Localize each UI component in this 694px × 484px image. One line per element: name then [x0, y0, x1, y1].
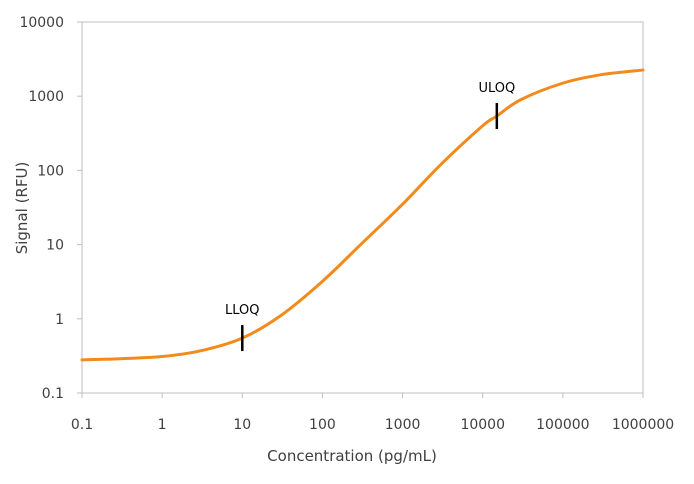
y-tick-label: 0.1	[42, 386, 64, 402]
y-tick-label: 1	[55, 312, 64, 328]
y-axis-ticks: 0.1 1 10 100 1000 10000	[19, 15, 82, 402]
y-tick-label: 10	[46, 238, 64, 254]
x-tick-label: 10000	[460, 417, 505, 433]
x-tick-label: 100	[309, 417, 336, 433]
x-tick-label: 10	[233, 417, 251, 433]
annotation-label: LLOQ	[225, 303, 260, 318]
x-tick-label: 1000000	[612, 417, 674, 433]
annotations: LLOQ ULOQ	[225, 81, 515, 352]
x-tick-label: 0.1	[71, 417, 93, 433]
annotation-label: ULOQ	[478, 81, 515, 96]
y-axis-title: Signal (RFU)	[13, 162, 31, 255]
y-tick-label: 100	[37, 163, 64, 179]
y-tick-label: 10000	[19, 15, 64, 31]
x-axis-title: Concentration (pg/mL)	[267, 447, 437, 465]
x-axis-ticks: 0.1 1 10 100 1000 10000 100000 1000000	[71, 393, 674, 433]
plot-frame	[81, 21, 644, 394]
series-line	[80, 68, 645, 362]
x-tick-label: 1	[158, 417, 167, 433]
x-tick-label: 100000	[536, 417, 589, 433]
y-tick-label: 1000	[28, 89, 64, 105]
x-tick-label: 1000	[385, 417, 421, 433]
